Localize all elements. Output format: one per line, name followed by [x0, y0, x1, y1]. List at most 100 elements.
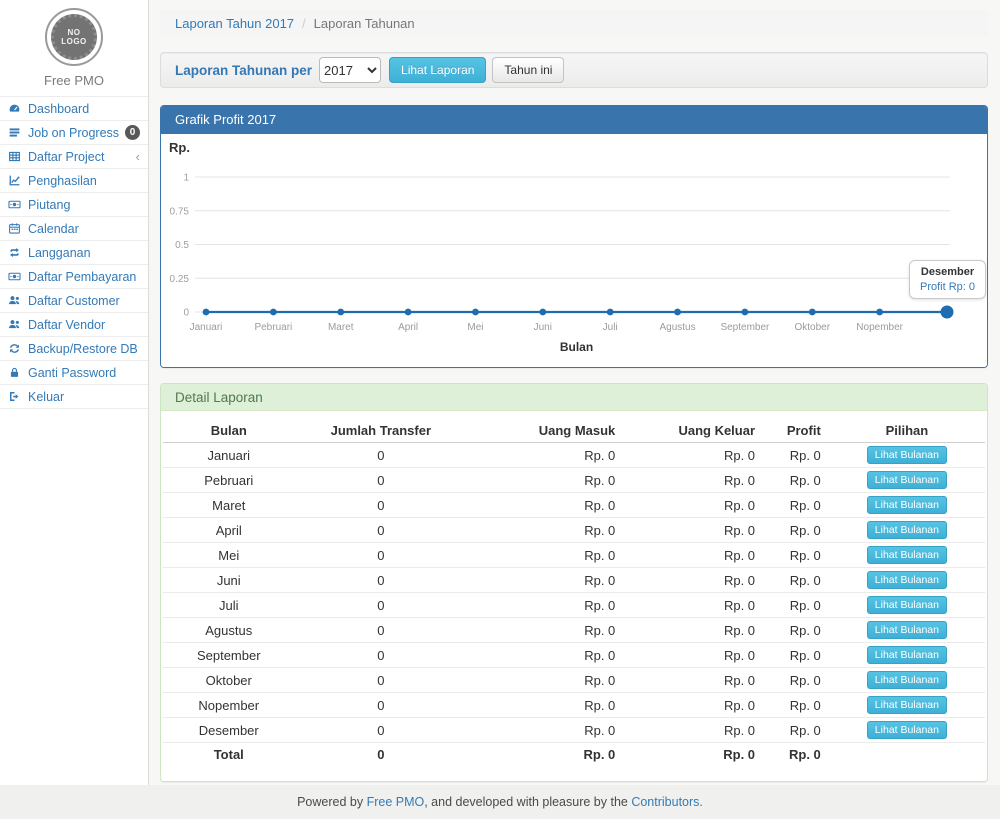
table-row-pebruari: Pebruari0Rp. 0Rp. 0Rp. 0Lihat Bulanan — [163, 468, 985, 493]
table-row-mei: Mei0Rp. 0Rp. 0Rp. 0Lihat Bulanan — [163, 543, 985, 568]
count-badge: 0 — [125, 125, 140, 140]
chart-point[interactable] — [270, 309, 277, 316]
cell-uang-masuk: Rp. 0 — [467, 668, 623, 693]
cell-bulan: Juli — [163, 593, 295, 618]
view-monthly-button-nopember[interactable]: Lihat Bulanan — [867, 696, 947, 714]
footer-link-free-pmo[interactable]: Free PMO — [367, 795, 425, 809]
column-header-uang-keluar: Uang Keluar — [623, 419, 763, 443]
y-tick-label: 1 — [183, 173, 189, 184]
table-row-september: September0Rp. 0Rp. 0Rp. 0Lihat Bulanan — [163, 643, 985, 668]
year-select[interactable]: 2017 — [319, 57, 381, 83]
cell-pilihan: Lihat Bulanan — [829, 693, 985, 718]
cell-jumlah-transfer: 0 — [295, 593, 468, 618]
sidebar-item-label: Keluar — [28, 390, 64, 404]
chart-point[interactable] — [674, 309, 681, 316]
table-total-row: Total0Rp. 0Rp. 0Rp. 0 — [163, 743, 985, 767]
sidebar-item-backup-restore-db[interactable]: Backup/Restore DB — [0, 337, 148, 361]
cell-pilihan: Lihat Bulanan — [829, 493, 985, 518]
view-monthly-button-agustus[interactable]: Lihat Bulanan — [867, 621, 947, 639]
chart-point[interactable] — [405, 309, 412, 316]
sidebar-item-daftar-pembayaran[interactable]: Daftar Pembayaran — [0, 265, 148, 289]
chart-point[interactable] — [607, 309, 614, 316]
view-report-button[interactable]: Lihat Laporan — [389, 57, 486, 83]
sidebar-item-daftar-customer[interactable]: Daftar Customer — [0, 289, 148, 313]
refresh-icon — [8, 342, 23, 355]
cell-uang-masuk: Rp. 0 — [467, 518, 623, 543]
cell-jumlah-transfer: 0 — [295, 643, 468, 668]
chart-point-highlighted[interactable] — [941, 306, 954, 319]
cell-pilihan: Lihat Bulanan — [829, 593, 985, 618]
view-monthly-button-mei[interactable]: Lihat Bulanan — [867, 546, 947, 564]
view-monthly-button-desember[interactable]: Lihat Bulanan — [867, 721, 947, 739]
cell-profit: Rp. 0 — [763, 643, 829, 668]
cell-uang-masuk: Rp. 0 — [467, 443, 623, 468]
cell-profit: Rp. 0 — [763, 493, 829, 518]
profit-line-chart: Rp.10.750.50.250JanuariPebruariMaretApri… — [161, 134, 987, 367]
cell-uang-keluar: Rp. 0 — [623, 493, 763, 518]
chart-canvas: Rp.10.750.50.250JanuariPebruariMaretApri… — [161, 134, 987, 367]
cell-uang-keluar: Rp. 0 — [623, 543, 763, 568]
table-row-oktober: Oktober0Rp. 0Rp. 0Rp. 0Lihat Bulanan — [163, 668, 985, 693]
chart-panel-title: Grafik Profit 2017 — [161, 106, 987, 134]
sidebar-item-daftar-vendor[interactable]: Daftar Vendor — [0, 313, 148, 337]
sidebar-item-piutang[interactable]: Piutang — [0, 193, 148, 217]
view-monthly-button-september[interactable]: Lihat Bulanan — [867, 646, 947, 664]
view-monthly-button-maret[interactable]: Lihat Bulanan — [867, 496, 947, 514]
view-monthly-button-juni[interactable]: Lihat Bulanan — [867, 571, 947, 589]
chart-point[interactable] — [337, 309, 344, 316]
y-axis-label: Rp. — [169, 140, 190, 155]
x-tick-label: Oktober — [794, 322, 830, 333]
cell-jumlah-transfer: 0 — [295, 568, 468, 593]
chart-point[interactable] — [742, 309, 749, 316]
cell-profit: Rp. 0 — [763, 518, 829, 543]
sidebar-item-daftar-project[interactable]: Daftar Project‹ — [0, 145, 148, 169]
table-row-april: April0Rp. 0Rp. 0Rp. 0Lihat Bulanan — [163, 518, 985, 543]
sidebar-item-label: Piutang — [28, 198, 70, 212]
chart-point[interactable] — [876, 309, 883, 316]
breadcrumb-link-laporan-tahun[interactable]: Laporan Tahun 2017 — [175, 16, 294, 31]
sidebar-item-keluar[interactable]: Keluar — [0, 385, 148, 409]
sidebar-item-label: Daftar Project — [28, 150, 104, 164]
cell-bulan: Desember — [163, 718, 295, 743]
cell-profit: Rp. 0 — [763, 593, 829, 618]
cell-uang-masuk: Rp. 0 — [467, 643, 623, 668]
chart-point[interactable] — [203, 309, 210, 316]
view-monthly-button-oktober[interactable]: Lihat Bulanan — [867, 671, 947, 689]
money-icon — [8, 198, 23, 211]
logo-text-line2: LOGO — [61, 37, 87, 46]
sidebar-item-penghasilan[interactable]: Penghasilan — [0, 169, 148, 193]
sidebar-item-langganan[interactable]: Langganan — [0, 241, 148, 265]
sidebar-item-calendar[interactable]: Calendar — [0, 217, 148, 241]
chart-point[interactable] — [539, 309, 546, 316]
sidebar-item-dashboard[interactable]: Dashboard — [0, 97, 148, 121]
money-icon — [8, 270, 23, 283]
footer-text-prefix: Powered by — [297, 795, 366, 809]
cell-jumlah-transfer: 0 — [295, 618, 468, 643]
sidebar-item-job-on-progress[interactable]: Job on Progress0 — [0, 121, 148, 145]
cell-bulan: Total — [163, 743, 295, 767]
x-tick-label: Maret — [328, 322, 354, 333]
cell-bulan: Pebruari — [163, 468, 295, 493]
y-tick-label: 0.75 — [170, 206, 190, 217]
cell-bulan: Nopember — [163, 693, 295, 718]
this-year-button[interactable]: Tahun ini — [492, 57, 564, 83]
footer-text-middle: , and developed with pleasure by the — [424, 795, 631, 809]
dashboard-icon — [8, 102, 23, 115]
footer-link-contributors[interactable]: Contributors. — [631, 795, 703, 809]
view-monthly-button-pebruari[interactable]: Lihat Bulanan — [867, 471, 947, 489]
cell-uang-keluar: Rp. 0 — [623, 743, 763, 767]
cell-uang-masuk: Rp. 0 — [467, 468, 623, 493]
x-tick-label: Mei — [467, 322, 483, 333]
x-tick-label: April — [398, 322, 418, 333]
chart-point[interactable] — [809, 309, 816, 316]
view-monthly-button-juli[interactable]: Lihat Bulanan — [867, 596, 947, 614]
cell-profit: Rp. 0 — [763, 443, 829, 468]
view-monthly-button-januari[interactable]: Lihat Bulanan — [867, 446, 947, 464]
sidebar-item-label: Dashboard — [28, 102, 89, 116]
logo-text-line1: NO — [68, 28, 81, 37]
sidebar-item-ganti-password[interactable]: Ganti Password — [0, 361, 148, 385]
chart-point[interactable] — [472, 309, 479, 316]
view-monthly-button-april[interactable]: Lihat Bulanan — [867, 521, 947, 539]
year-filter-label: Laporan Tahunan per — [175, 63, 312, 78]
cell-uang-masuk: Rp. 0 — [467, 593, 623, 618]
